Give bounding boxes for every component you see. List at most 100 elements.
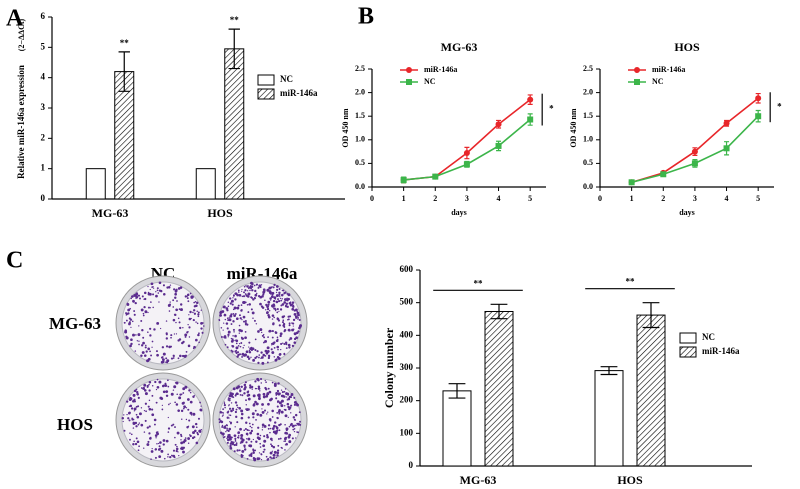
- y-axis-label: OD 450 nm: [569, 108, 578, 147]
- colony: [282, 324, 285, 327]
- colony: [264, 309, 267, 311]
- colony: [256, 283, 258, 286]
- colony: [160, 449, 164, 453]
- colony: [156, 321, 160, 325]
- colony: [263, 409, 267, 412]
- colony: [235, 408, 238, 411]
- chart-title: HOS: [674, 40, 700, 54]
- colony: [271, 304, 275, 308]
- colony: [248, 358, 250, 361]
- colony: [239, 427, 242, 431]
- colony: [188, 326, 191, 329]
- colony: [246, 285, 249, 288]
- point: [723, 145, 730, 152]
- point: [495, 142, 502, 149]
- colony: [296, 311, 300, 315]
- colony: [278, 409, 281, 412]
- colony: [223, 436, 226, 438]
- colony: [261, 403, 264, 406]
- colony: [282, 342, 284, 344]
- colony: [254, 387, 257, 390]
- colony: [238, 332, 241, 334]
- colony: [224, 425, 227, 427]
- colony: [135, 334, 137, 336]
- colony: [180, 447, 183, 450]
- colony: [138, 340, 140, 342]
- colony: [161, 384, 165, 388]
- colony: [190, 414, 193, 416]
- error-bar: [600, 366, 618, 376]
- y-tick-label: 600: [400, 264, 414, 274]
- colony: [272, 431, 275, 434]
- colony: [150, 282, 154, 286]
- colony: [132, 427, 135, 429]
- colony: [183, 405, 186, 409]
- colony: [261, 295, 264, 298]
- colony: [229, 446, 233, 450]
- colony: [196, 431, 199, 434]
- colony: [235, 351, 238, 355]
- colony: [280, 348, 282, 351]
- colony: [162, 358, 165, 362]
- colony: [136, 392, 139, 396]
- colony: [152, 293, 155, 296]
- colony: [131, 417, 134, 420]
- colony: [283, 315, 286, 318]
- colony: [240, 416, 244, 420]
- colony: [287, 293, 291, 297]
- colony: [175, 449, 178, 453]
- x-tick-label: 2: [661, 194, 665, 203]
- colony: [292, 428, 295, 431]
- colony: [262, 290, 266, 294]
- colony: [252, 358, 256, 362]
- colony: [122, 420, 124, 423]
- colony: [220, 326, 223, 329]
- colony: [220, 420, 224, 424]
- colony: [129, 307, 131, 310]
- colony: [261, 306, 265, 309]
- significance: *: [777, 101, 782, 111]
- colony: [277, 444, 280, 447]
- colony: [226, 309, 229, 312]
- colony: [125, 319, 128, 322]
- colony: [156, 289, 159, 292]
- colony: [270, 299, 272, 301]
- colony: [259, 377, 263, 381]
- colony: [194, 422, 198, 426]
- point: [628, 179, 635, 186]
- colony: [247, 397, 251, 401]
- colony: [275, 358, 278, 361]
- colony: [174, 401, 177, 404]
- colony: [252, 298, 255, 301]
- colony: [230, 409, 233, 413]
- colony: [288, 396, 291, 399]
- colony: [263, 336, 266, 339]
- colony: [195, 321, 197, 323]
- legend-marker: [634, 67, 640, 73]
- colony: [161, 346, 165, 349]
- colony: [140, 320, 143, 322]
- colony: [193, 309, 196, 312]
- colony: [147, 331, 149, 333]
- colony: [127, 308, 131, 312]
- colony: [265, 303, 268, 307]
- colony: [276, 429, 279, 432]
- colony: [170, 357, 174, 360]
- colony: [174, 381, 177, 384]
- colony: [128, 321, 131, 324]
- colony: [142, 312, 145, 315]
- colony: [243, 448, 247, 451]
- colony: [239, 317, 242, 320]
- colony: [277, 298, 279, 300]
- colony: [261, 429, 264, 431]
- colony: [276, 449, 280, 452]
- colony: [169, 345, 172, 348]
- colony: [254, 356, 257, 360]
- colony: [256, 436, 260, 440]
- colony: [195, 441, 199, 445]
- colony: [187, 425, 190, 428]
- colony: [198, 430, 202, 433]
- colony: [258, 354, 261, 356]
- colony: [298, 318, 301, 322]
- colony: [140, 344, 144, 347]
